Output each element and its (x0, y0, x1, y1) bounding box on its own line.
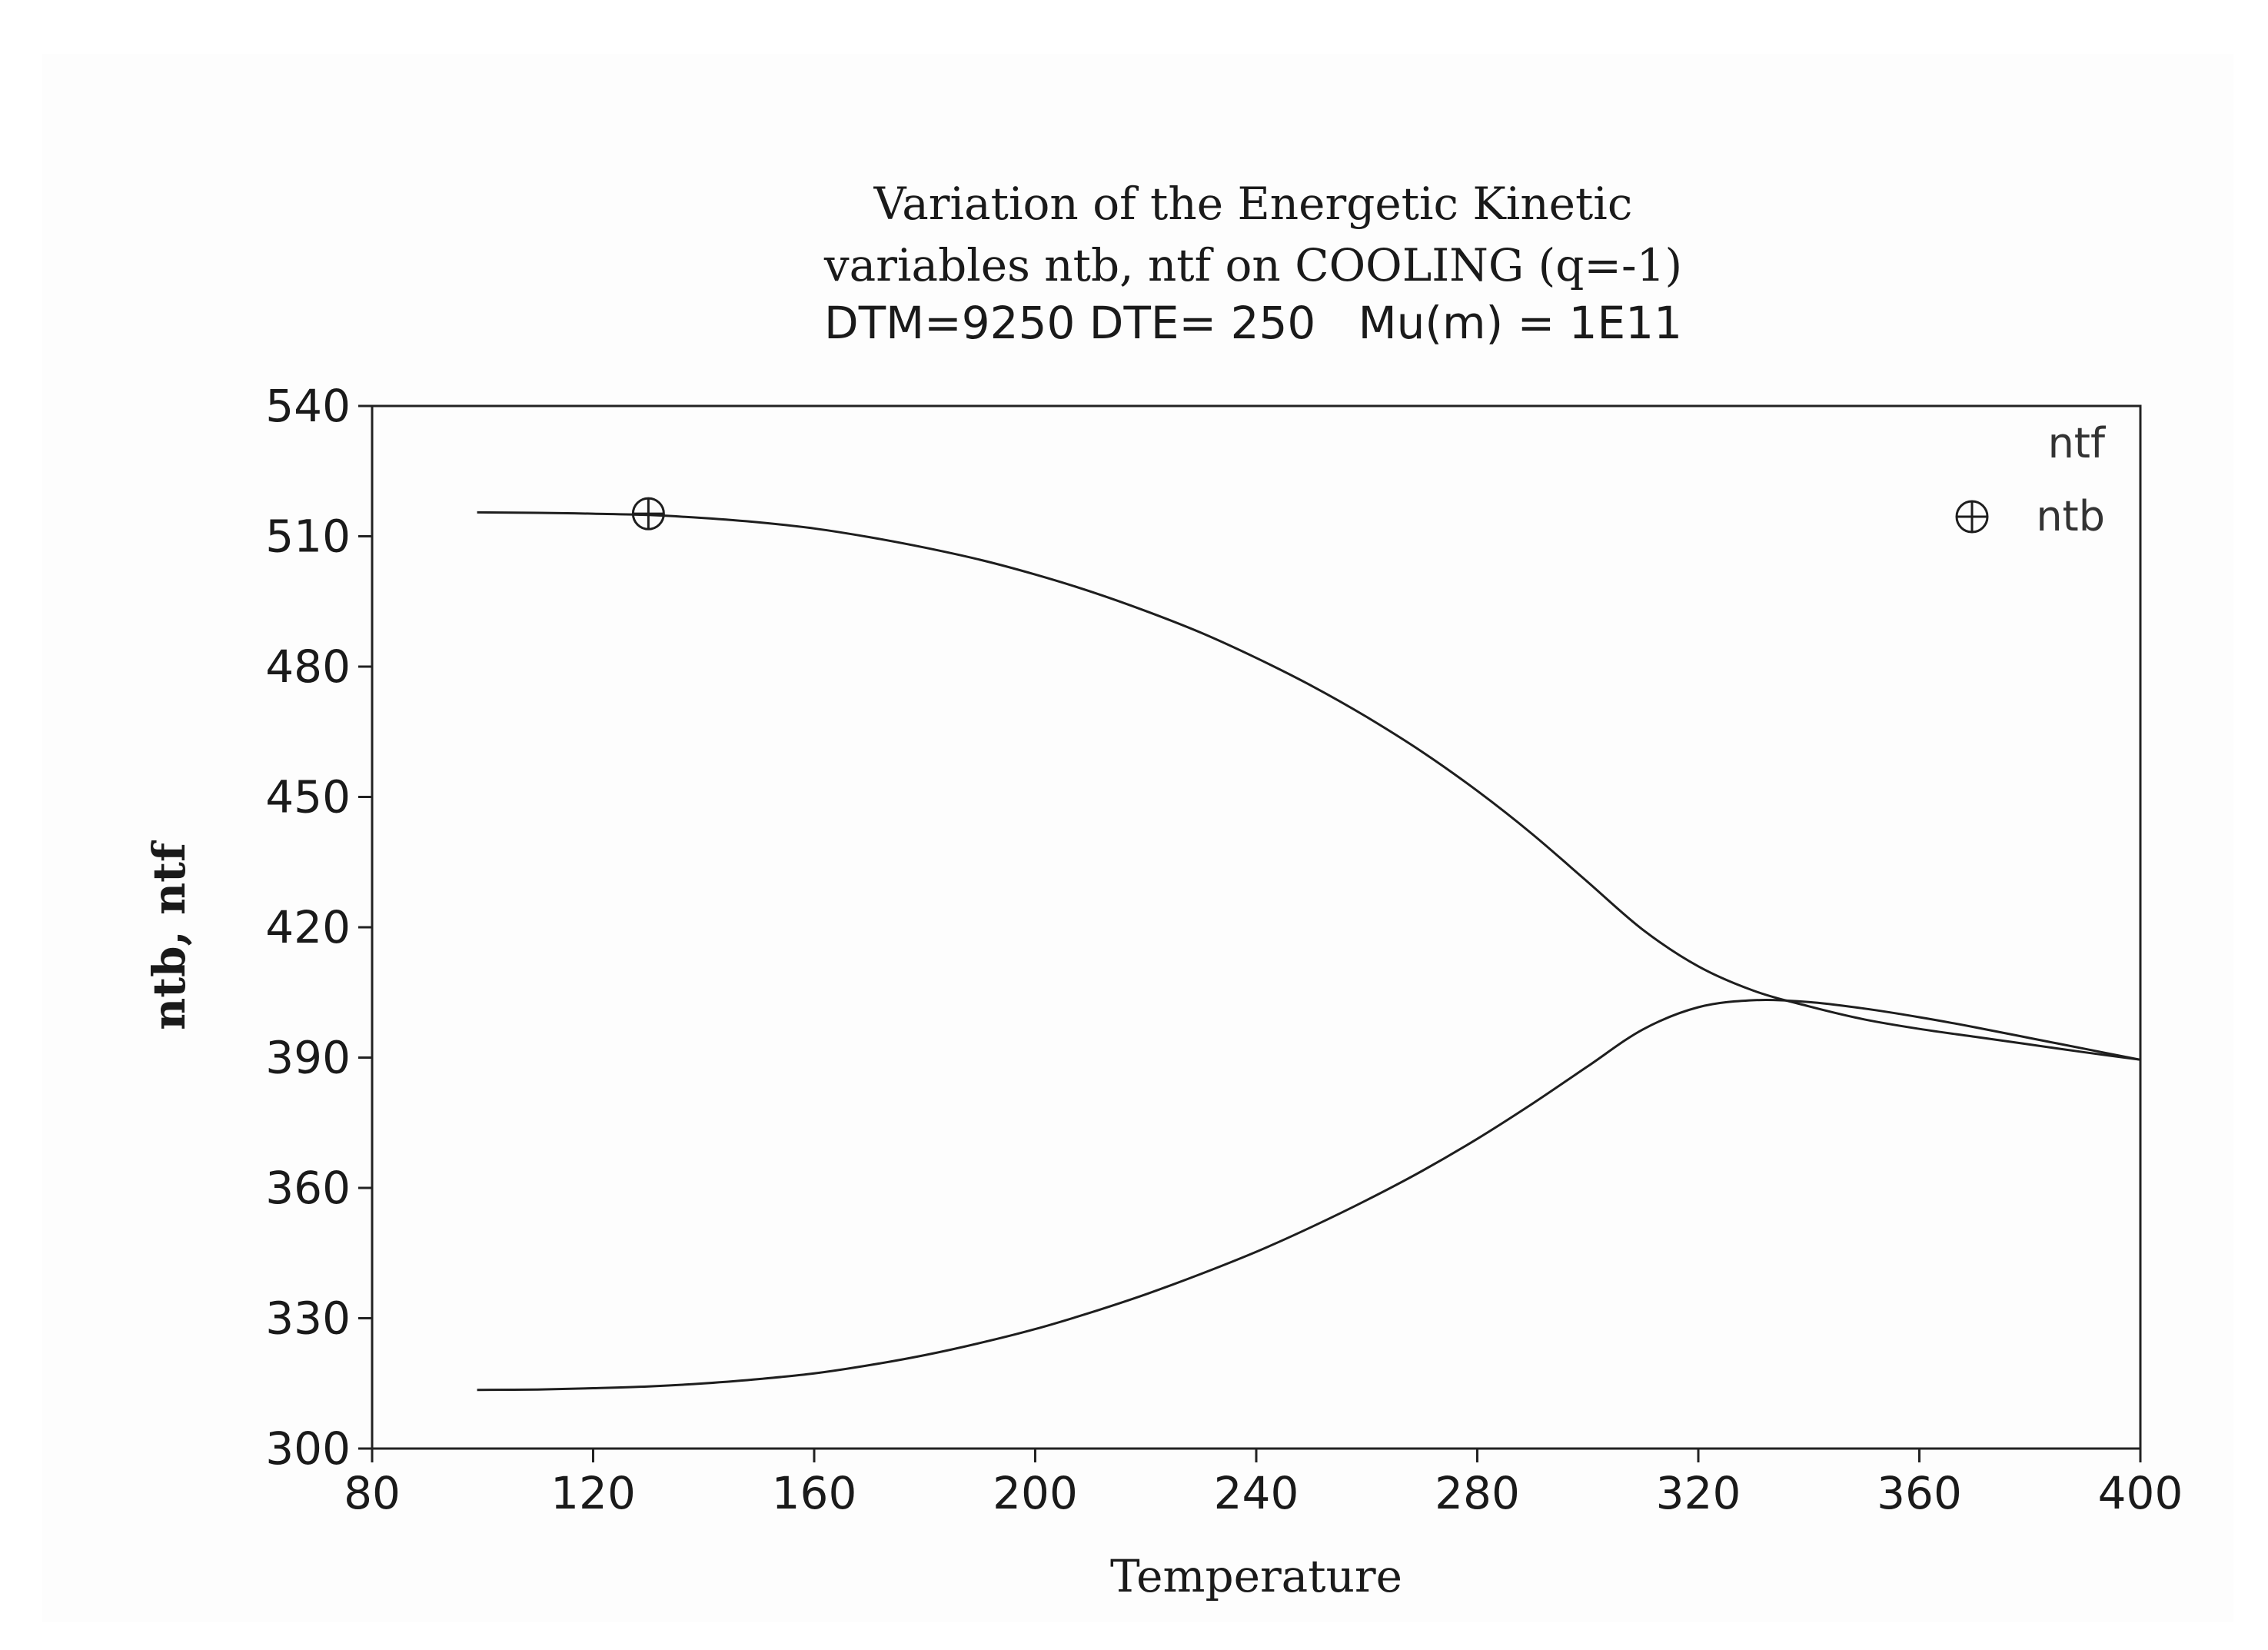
plot-frame (371, 404, 2142, 1450)
x-tick-label: 360 (1877, 1467, 1962, 1519)
x-tick-label: 240 (1214, 1467, 1299, 1519)
y-tick-label: 540 (265, 380, 351, 432)
y-tick-label: 360 (265, 1162, 351, 1214)
y-tick-label: 420 (265, 901, 351, 953)
y-tick-label: 390 (265, 1032, 351, 1084)
series-layer (477, 497, 2141, 1392)
chart-subtitle: DTM=9250 DTE= 250 Mu(m) = 1E11 (824, 297, 1682, 349)
series-line-ntf (477, 999, 2141, 1392)
y-axis: 300 330 360 390 420 450 480 510 540 (265, 380, 372, 1475)
x-tick-label: 200 (993, 1467, 1078, 1519)
chart-title-line-1: Variation of the Energetic Kinetic (873, 178, 1633, 230)
x-tick-label: 120 (550, 1467, 636, 1519)
y-tick-label: 450 (265, 771, 351, 823)
y-tick-label: 330 (265, 1292, 351, 1345)
y-tick-label: 510 (265, 511, 351, 563)
x-tick-label: 280 (1435, 1467, 1520, 1519)
y-tick-label: 300 (265, 1422, 351, 1475)
legend: ntf ntb (1955, 419, 2107, 541)
x-tick-label: 320 (1656, 1467, 1741, 1519)
x-axis-label: Temperature (1110, 1550, 1402, 1602)
x-axis: 80 120 160 200 240 280 320 360 400 (344, 1449, 2183, 1519)
x-tick-label: 400 (2098, 1467, 2183, 1519)
marker-ntb (631, 497, 665, 531)
legend-label-ntb: ntb (2036, 492, 2105, 541)
y-tick-label: 480 (265, 640, 351, 693)
series-line-ntb (477, 511, 2141, 1061)
chart-sheet (42, 54, 2233, 1622)
legend-label-ntf: ntf (2048, 419, 2107, 467)
y-axis-label: ntb, ntf (143, 840, 195, 1030)
legend-marker-icon (1955, 500, 1989, 534)
x-tick-label: 80 (344, 1467, 401, 1519)
chart-title-line-2: variables ntb, ntf on COOLING (q=-1) (823, 239, 1682, 291)
x-tick-label: 160 (772, 1467, 857, 1519)
